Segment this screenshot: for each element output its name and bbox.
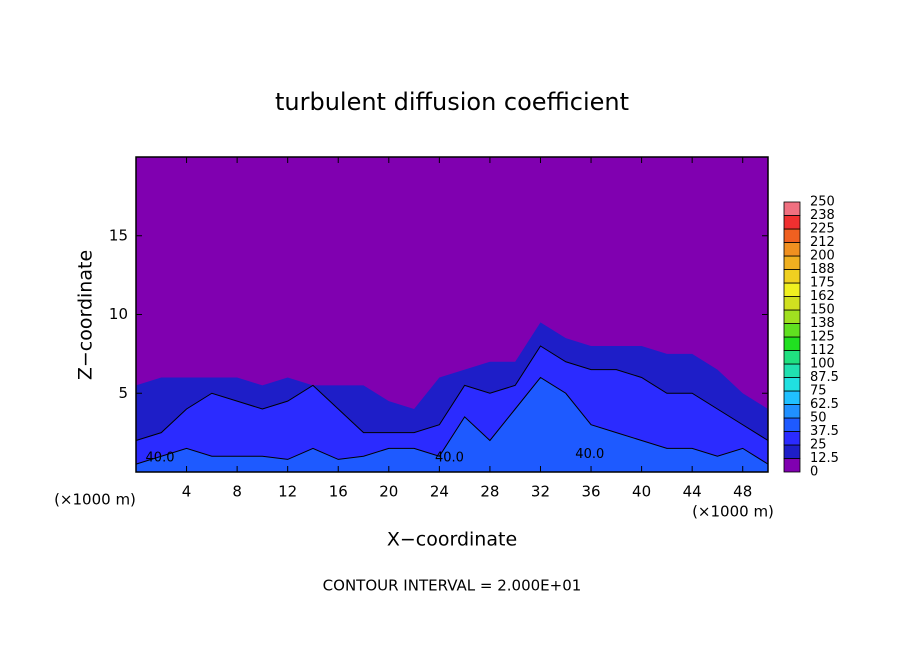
colorbar-box [783, 296, 801, 311]
colorbar-label: 175 [810, 276, 835, 291]
colorbar-label: 125 [810, 330, 835, 345]
colorbar-label: 75 [810, 384, 827, 399]
colorbar-box [783, 228, 801, 243]
x-tick-label: 32 [531, 483, 550, 501]
colorbar-label: 100 [810, 357, 835, 372]
x-tick-label: 8 [232, 483, 242, 501]
y-axis-label: Z−coordinate [75, 250, 97, 380]
colorbar-box [783, 404, 801, 419]
x-tick-label: 12 [278, 483, 297, 501]
colorbar-box [783, 215, 801, 230]
colorbar-box [783, 444, 801, 459]
colorbar-box [783, 242, 801, 257]
x-tick-label: 20 [379, 483, 398, 501]
colorbar-box [783, 458, 801, 473]
colorbar-label: 50 [810, 411, 827, 426]
colorbar-label: 238 [810, 208, 835, 223]
x-tick-label: 36 [581, 483, 600, 501]
colorbar-box [783, 336, 801, 351]
colorbar-label: 37.5 [810, 424, 839, 439]
colorbar-label: 225 [810, 222, 835, 237]
colorbar-label: 87.5 [810, 370, 839, 385]
chart-title: turbulent diffusion coefficient [275, 88, 629, 116]
x-tick-label: 40 [632, 483, 651, 501]
colorbar-label: 200 [810, 249, 835, 264]
colorbar-box [783, 309, 801, 324]
contour-label: 40.0 [146, 450, 175, 465]
annotation: CONTOUR INTERVAL = 2.000E+01 [323, 577, 582, 595]
contour-label: 40.0 [575, 447, 604, 462]
x-unit-label: (×1000 m) [692, 503, 774, 521]
x-tick-label: 28 [480, 483, 499, 501]
colorbar-box [783, 282, 801, 297]
colorbar-box [783, 431, 801, 446]
y-tick-label: 15 [109, 226, 128, 244]
contour-label: 40.0 [435, 450, 464, 465]
colorbar-label: 212 [810, 235, 835, 250]
colorbar-box [783, 255, 801, 270]
x-tick-label: 48 [733, 483, 752, 501]
colorbar-label: 12.5 [810, 451, 839, 466]
x-tick-label: 24 [430, 483, 449, 501]
y-tick-label: 10 [109, 305, 128, 323]
colorbar-box [783, 377, 801, 392]
colorbar-label: 138 [810, 316, 835, 331]
x-unit-label: (×1000 m) [54, 491, 136, 509]
colorbar-label: 162 [810, 289, 835, 304]
colorbar-label: 112 [810, 343, 835, 358]
y-tick-label: 5 [118, 384, 128, 402]
colorbar-label: 0 [810, 465, 818, 480]
colorbar-box [783, 363, 801, 378]
colorbar-label: 25 [810, 438, 827, 453]
colorbar-box [783, 417, 801, 432]
colorbar-box [783, 323, 801, 338]
colorbar-box [783, 390, 801, 405]
colorbar-box [783, 350, 801, 365]
colorbar-label: 150 [810, 303, 835, 318]
x-tick-label: 44 [683, 483, 702, 501]
colorbar-label: 188 [810, 262, 835, 277]
x-tick-label: 4 [182, 483, 192, 501]
colorbar-label: 62.5 [810, 397, 839, 412]
colorbar-box [783, 201, 801, 216]
x-tick-label: 16 [329, 483, 348, 501]
field-layer [135, 376, 769, 473]
colorbar-box [783, 269, 801, 284]
x-axis-label: X−coordinate [387, 529, 517, 551]
colorbar-label: 250 [810, 195, 835, 210]
